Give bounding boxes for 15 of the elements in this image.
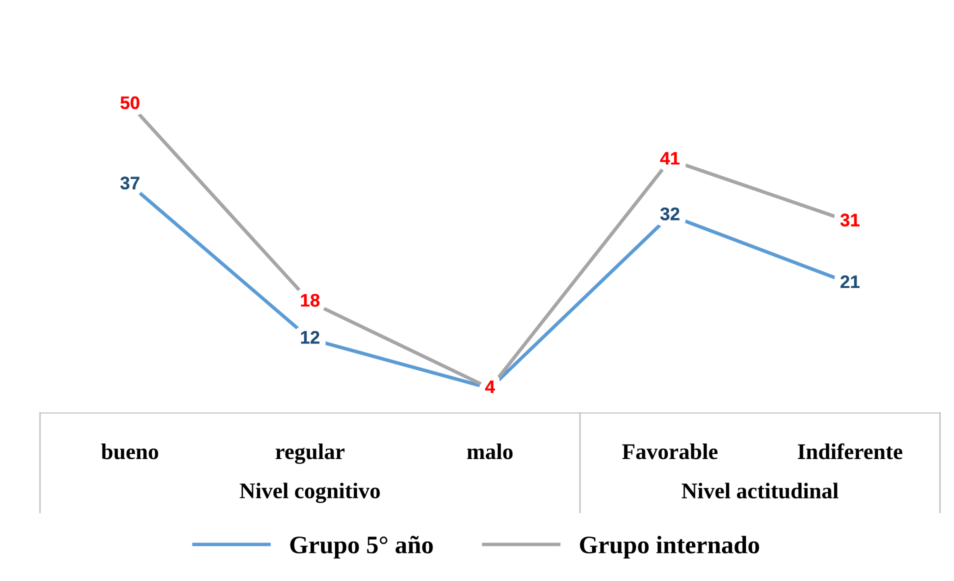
data-label: 37 [120,176,140,190]
text: Nivel cognitivo [240,482,380,504]
x-tick-label: Indiferente [798,443,902,460]
data-label: 50 [120,96,140,110]
x-tick-label: bueno [101,444,158,460]
legend-label: Grupo 5° año [290,536,433,558]
data-label: 4 [485,380,495,393]
legend-label: Grupo internado [580,536,760,558]
data-label: 31 [840,214,860,226]
x-tick-label: Favorable [622,444,718,460]
data-label: 18 [301,294,320,307]
text: Nivel actitudinal [682,482,838,498]
x-tick-label: malo [467,444,513,460]
data-label: 41 [660,152,680,165]
x-tick-label: regular [276,444,344,464]
